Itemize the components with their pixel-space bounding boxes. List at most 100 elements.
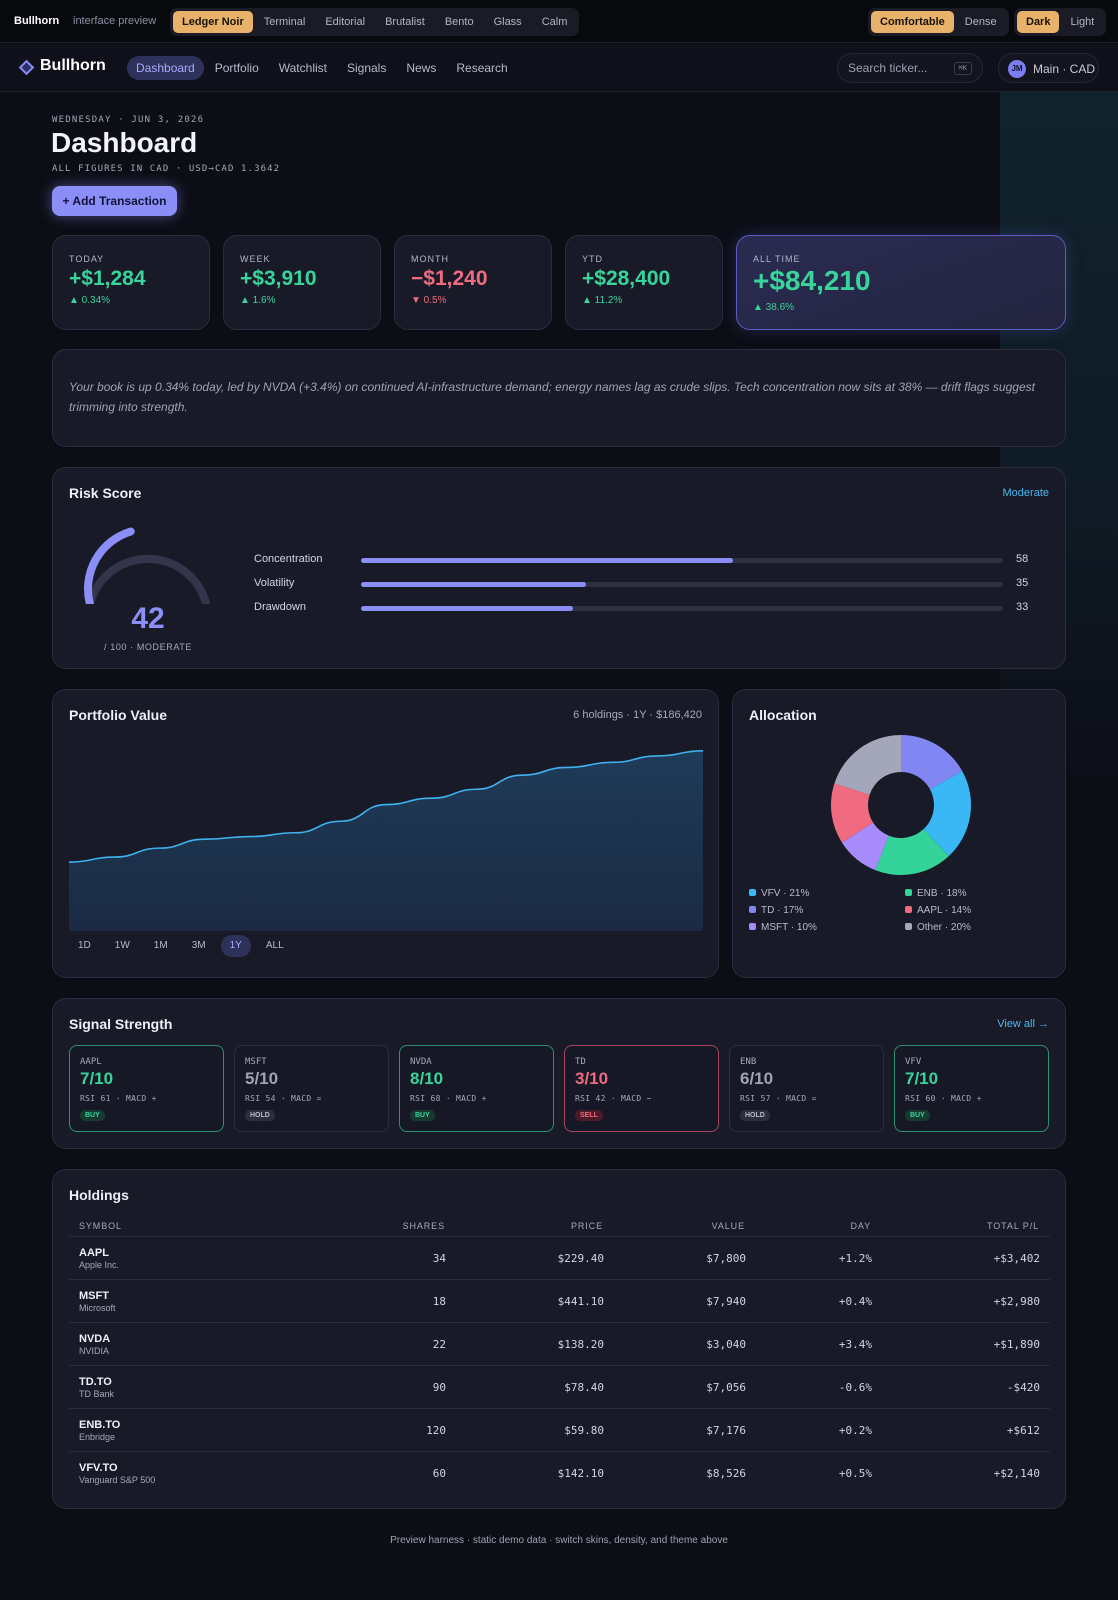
risk-factor-concentration: Concentration 58 (254, 552, 1034, 568)
avatar: JM (1008, 60, 1026, 78)
factor-track (361, 606, 1003, 611)
account-switcher[interactable]: JM Main · CAD (998, 53, 1099, 83)
holdings-card: Holdings SYMBOL SHARES PRICE VALUE DAY T… (52, 1169, 1066, 1509)
table-row[interactable]: NVDA NVIDIA 22 $138.20 $3,040 +3.4% +$1,… (69, 1322, 1050, 1365)
account-label: Main · CAD (1033, 62, 1096, 76)
factor-track (361, 582, 1003, 587)
skin-glass[interactable]: Glass (493, 16, 522, 28)
factor-track (361, 558, 1003, 563)
theme-dark[interactable]: Dark (1017, 11, 1060, 33)
density-comfortable[interactable]: Comfortable (871, 11, 954, 33)
row-price: $78.40 (564, 1381, 604, 1394)
tab-research[interactable]: Research (456, 61, 508, 75)
range-3m[interactable]: 3M (191, 940, 206, 951)
factor-label: Volatility (254, 577, 295, 589)
theme-light[interactable]: Light (1070, 16, 1095, 28)
table-row[interactable]: AAPL Apple Inc. 34 $229.40 $7,800 +1.2% … (69, 1236, 1050, 1279)
factor-value: 58 (1016, 553, 1029, 565)
skin-brutalist[interactable]: Brutalist (385, 16, 425, 28)
portfolio-meta: 6 holdings · 1Y · $186,420 (573, 709, 702, 721)
view-all-signals-link[interactable]: View all → (997, 1018, 1049, 1030)
table-row[interactable]: MSFT Microsoft 18 $441.10 $7,940 +0.4% +… (69, 1279, 1050, 1322)
card-title: Holdings (69, 1187, 129, 1203)
add-transaction-button[interactable]: + Add Transaction (52, 186, 177, 216)
app-logo[interactable]: Bullhorn (40, 57, 106, 74)
density-dense[interactable]: Dense (964, 16, 997, 28)
ai-summary-card: Your book is up 0.34% today, led by NVDA… (52, 349, 1066, 447)
factor-fill (361, 582, 586, 587)
range-1d[interactable]: 1D (78, 940, 91, 951)
row-day-change: +3.4% (838, 1338, 872, 1351)
page-date: WEDNESDAY · JUN 3, 2026 (52, 115, 205, 125)
signal-card-msft[interactable]: MSFT 5/10 RSI 54 · MACD = HOLD (234, 1045, 389, 1132)
signal-score: 7/10 (905, 1069, 939, 1088)
column-header-total-pl[interactable]: TOTAL P/L (987, 1221, 1039, 1231)
skin-switcher: Ledger Noir Terminal Editorial Brutalist… (170, 8, 580, 36)
row-value: $8,526 (706, 1467, 746, 1480)
signal-card-aapl[interactable]: AAPL 7/10 RSI 61 · MACD + BUY (69, 1045, 224, 1132)
range-1w[interactable]: 1W (114, 940, 130, 951)
stat-delta: ▼ 0.5% (411, 295, 447, 306)
stat-value: +$28,400 (582, 267, 671, 290)
stat-card-week: WEEK +$3,910 ▲ 1.6% (223, 235, 381, 330)
row-value: $7,056 (706, 1381, 746, 1394)
allocation-donut-chart (831, 735, 971, 875)
card-title: Risk Score (69, 485, 142, 501)
column-header-day[interactable]: DAY (850, 1221, 871, 1231)
tab-dashboard[interactable]: Dashboard (127, 56, 204, 80)
row-symbol: TD.TO (79, 1376, 112, 1388)
table-row[interactable]: ENB.TO Enbridge 120 $59.80 $7,176 +0.2% … (69, 1408, 1050, 1451)
row-total-pl: -$420 (1006, 1381, 1040, 1394)
signal-card-enb[interactable]: ENB 6/10 RSI 57 · MACD = HOLD (729, 1045, 884, 1132)
tab-portfolio[interactable]: Portfolio (214, 61, 259, 75)
row-total-pl: +$3,402 (993, 1252, 1040, 1265)
donut-slice-aapl (831, 783, 874, 843)
row-price: $142.10 (557, 1467, 604, 1480)
skin-bento[interactable]: Bento (444, 16, 474, 28)
column-header-value[interactable]: VALUE (711, 1221, 745, 1231)
donut-slice-vfv (923, 771, 971, 857)
stat-card-today: TODAY +$1,284 ▲ 0.34% (52, 235, 210, 330)
portfolio-line (69, 750, 703, 863)
range-1m[interactable]: 1M (153, 940, 168, 951)
stat-value: +$3,910 (240, 267, 317, 290)
column-header-price[interactable]: PRICE (570, 1221, 603, 1231)
range-1y[interactable]: 1Y (220, 935, 251, 957)
gauge-track (85, 554, 211, 604)
row-price: $441.10 (557, 1295, 604, 1308)
row-symbol: AAPL (79, 1247, 109, 1259)
signal-badge: BUY (80, 1110, 105, 1121)
tab-watchlist[interactable]: Watchlist (278, 61, 327, 75)
signal-ticker: ENB (740, 1057, 757, 1067)
legend-msft: MSFT · 10% (749, 922, 817, 933)
row-company: Apple Inc. (79, 1260, 120, 1270)
stat-delta: ▲ 0.34% (69, 295, 111, 306)
signal-card-nvda[interactable]: NVDA 8/10 RSI 68 · MACD + BUY (399, 1045, 554, 1132)
table-row[interactable]: VFV.TO Vanguard S&P 500 60 $142.10 $8,52… (69, 1451, 1050, 1494)
tab-signals[interactable]: Signals (346, 61, 387, 75)
column-header-symbol[interactable]: SYMBOL (79, 1221, 122, 1231)
range-all[interactable]: ALL (265, 940, 284, 951)
density-switcher: Comfortable Dense (868, 8, 1009, 36)
portfolio-value-card: Portfolio Value 6 holdings · 1Y · $186,4… (52, 689, 719, 978)
table-row[interactable]: TD.TO TD Bank 90 $78.40 $7,056 -0.6% -$4… (69, 1365, 1050, 1408)
main-nav: Dashboard Portfolio Watchlist Signals Ne… (127, 56, 517, 80)
tab-news[interactable]: News (406, 61, 437, 75)
skin-calm[interactable]: Calm (541, 16, 568, 28)
signal-indicators: RSI 57 · MACD = (740, 1094, 817, 1103)
donut-slice-other (834, 735, 901, 795)
factor-label: Concentration (254, 553, 323, 565)
legend-label: TD · 17% (761, 905, 804, 916)
stat-value: +$1,284 (69, 267, 146, 290)
legend-label: ENB · 18% (917, 888, 967, 899)
column-header-shares[interactable]: SHARES (402, 1221, 445, 1231)
stat-value: +$84,210 (753, 265, 871, 296)
skin-terminal[interactable]: Terminal (263, 16, 306, 28)
signal-card-vfv[interactable]: VFV 7/10 RSI 60 · MACD + BUY (894, 1045, 1049, 1132)
skin-ledger-noir[interactable]: Ledger Noir (173, 11, 253, 33)
risk-level-link[interactable]: Moderate (1002, 487, 1049, 499)
factor-value: 33 (1016, 601, 1029, 613)
signal-card-td[interactable]: TD 3/10 RSI 42 · MACD − SELL (564, 1045, 719, 1132)
search-input[interactable] (848, 60, 948, 76)
skin-editorial[interactable]: Editorial (325, 16, 366, 28)
